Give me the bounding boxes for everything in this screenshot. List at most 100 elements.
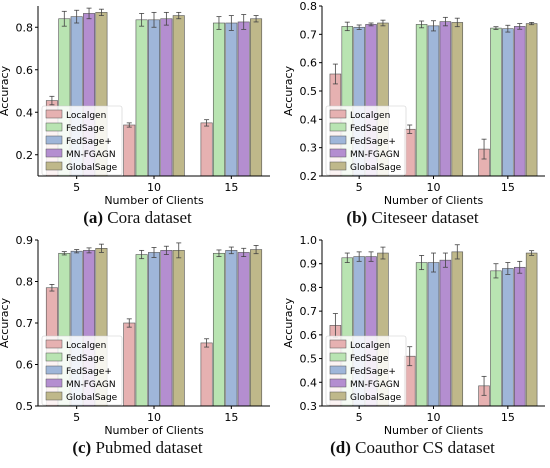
bar-mn-fgagn-10 bbox=[439, 21, 452, 177]
bar-globalsage-15 bbox=[250, 18, 263, 177]
y-tick-label: 0.7 bbox=[300, 28, 318, 41]
y-tick-label: 0.2 bbox=[300, 170, 318, 183]
bar-fedsage-15 bbox=[212, 252, 225, 407]
caption-c: (c) Pubmed dataset bbox=[0, 438, 275, 458]
caption-a-text: Cora dataset bbox=[103, 208, 192, 227]
y-tick-label: 0.6 bbox=[16, 359, 34, 372]
x-tick-label: 15 bbox=[501, 181, 515, 194]
bar-localgen-15 bbox=[200, 342, 213, 407]
legend-label: Localgen bbox=[350, 341, 390, 351]
x-tick-label: 15 bbox=[501, 411, 515, 424]
y-axis-label: Accuracy bbox=[282, 65, 295, 116]
legend-label: Localgen bbox=[66, 341, 106, 351]
y-tick-label: 0.9 bbox=[16, 234, 34, 247]
y-tick-label: 0.6 bbox=[300, 329, 318, 342]
x-tick-label: 10 bbox=[147, 181, 161, 194]
bar-fedsage-15 bbox=[490, 270, 502, 407]
legend-swatch bbox=[45, 135, 63, 145]
legend-swatch bbox=[45, 148, 63, 158]
legend-swatch bbox=[45, 378, 63, 388]
legend-label: FedSage+ bbox=[66, 367, 112, 377]
bar-fedsage-15 bbox=[490, 27, 502, 177]
chart-cora: 0.2 0.4 0.6 0.8 5 10 15 Number of Clients Accura… bbox=[0, 6, 270, 207]
y-axis-label: Accuracy bbox=[282, 297, 295, 348]
caption-c-letter: (c) bbox=[72, 438, 92, 457]
bar-fedsage--10 bbox=[427, 262, 440, 407]
chart-pubmed: 0.5 0.6 0.7 0.8 0.9 5 10 15 Number of Clients Acc… bbox=[0, 234, 270, 437]
y-tick-label: 0.5 bbox=[16, 400, 34, 413]
bar-fedsage--10 bbox=[427, 25, 440, 177]
x-axis-label: Number of Clients bbox=[104, 194, 204, 207]
y-tick-label: 0.6 bbox=[300, 57, 318, 70]
bar-mn-fgagn-15 bbox=[237, 21, 250, 177]
caption-b-text: Citeseer dataset bbox=[367, 208, 479, 227]
legend-swatch bbox=[45, 391, 63, 401]
panel-b: 0.2 0.3 0.4 0.5 0.6 0.7 0.8 5 10 15 Number of Clie… bbox=[275, 0, 550, 234]
caption-d-letter: (d) bbox=[330, 438, 351, 457]
caption-d-text: Coauthor CS dataset bbox=[350, 438, 495, 457]
caption-d: (d) Coauthor CS dataset bbox=[275, 438, 550, 458]
bar-fedsage--10 bbox=[148, 19, 160, 177]
y-tick-label: 0.2 bbox=[16, 149, 34, 162]
legend-swatch bbox=[45, 339, 63, 349]
bar-globalsage-15 bbox=[525, 252, 538, 407]
x-axis-label: Number of Clients bbox=[384, 194, 484, 207]
legend-label: Localgen bbox=[66, 111, 106, 121]
bar-fedsage--15 bbox=[502, 28, 514, 177]
legend-swatch bbox=[329, 352, 347, 362]
bar-localgen-15 bbox=[200, 122, 213, 177]
bar-fedsage-15 bbox=[212, 22, 225, 177]
bar-mn-fgagn-15 bbox=[513, 266, 526, 407]
y-tick-label: 0.4 bbox=[16, 106, 34, 119]
y-tick-label: 1.0 bbox=[300, 234, 318, 247]
legend-swatch bbox=[329, 122, 347, 132]
caption-a-letter: (a) bbox=[83, 208, 104, 227]
legend-label: MN-FGAGN bbox=[66, 380, 116, 390]
bar-fedsage--15 bbox=[225, 22, 238, 177]
bar-fedsage-10 bbox=[135, 254, 148, 407]
y-tick-label: 0.5 bbox=[300, 85, 318, 98]
legend-label: FedSage+ bbox=[66, 137, 112, 147]
y-tick-label: 0.8 bbox=[16, 276, 34, 289]
legend-swatch bbox=[45, 352, 63, 362]
y-tick-label: 0.4 bbox=[300, 376, 318, 389]
legend-label: FedSage+ bbox=[350, 137, 396, 147]
x-tick-label: 5 bbox=[73, 181, 80, 194]
bar-globalsage-10 bbox=[172, 15, 185, 177]
legend-label: Localgen bbox=[350, 111, 390, 121]
legend-label: GlobalSage bbox=[350, 393, 402, 403]
bar-fedsage-10 bbox=[135, 19, 148, 177]
panel-d: 0.3 0.4 0.5 0.6 0.7 0.8 0.9 1.0 5 10 15 Number of C… bbox=[275, 234, 550, 468]
x-tick-label: 15 bbox=[224, 411, 238, 424]
bar-globalsage-15 bbox=[250, 249, 263, 407]
y-tick-label: 0.7 bbox=[16, 317, 34, 330]
legend-swatch bbox=[329, 161, 347, 171]
y-tick-label: 0.9 bbox=[300, 258, 318, 271]
y-axis-label: Accuracy bbox=[0, 297, 11, 348]
bar-mn-fgagn-10 bbox=[160, 250, 173, 407]
y-tick-label: 0.8 bbox=[16, 21, 34, 34]
legend-swatch bbox=[329, 148, 347, 158]
bar-fedsage-10 bbox=[415, 262, 428, 407]
x-tick-label: 5 bbox=[73, 411, 80, 424]
y-tick-label: 0.6 bbox=[16, 64, 34, 77]
legend-label: FedSage bbox=[66, 354, 105, 364]
x-tick-label: 10 bbox=[427, 181, 441, 194]
bar-globalsage-15 bbox=[525, 23, 538, 177]
legend-swatch bbox=[45, 122, 63, 132]
bar-globalsage-10 bbox=[172, 250, 185, 407]
y-tick-label: 0.3 bbox=[300, 400, 318, 413]
legend-label: FedSage bbox=[66, 124, 105, 134]
y-tick-label: 0.4 bbox=[300, 113, 318, 126]
bar-fedsage--15 bbox=[502, 268, 514, 407]
legend-swatch bbox=[329, 391, 347, 401]
caption-b-letter: (b) bbox=[346, 208, 368, 227]
bar-mn-fgagn-10 bbox=[160, 18, 173, 177]
bar-globalsage-10 bbox=[451, 22, 464, 177]
bar-fedsage--15 bbox=[225, 250, 238, 407]
chart-coauthor: 0.3 0.4 0.5 0.6 0.7 0.8 0.9 1.0 5 10 15 Number of C… bbox=[282, 234, 545, 437]
legend-swatch bbox=[45, 109, 63, 119]
legend-label: MN-FGAGN bbox=[350, 380, 400, 390]
legend-swatch bbox=[329, 135, 347, 145]
caption-c-text: Pubmed dataset bbox=[91, 438, 203, 457]
